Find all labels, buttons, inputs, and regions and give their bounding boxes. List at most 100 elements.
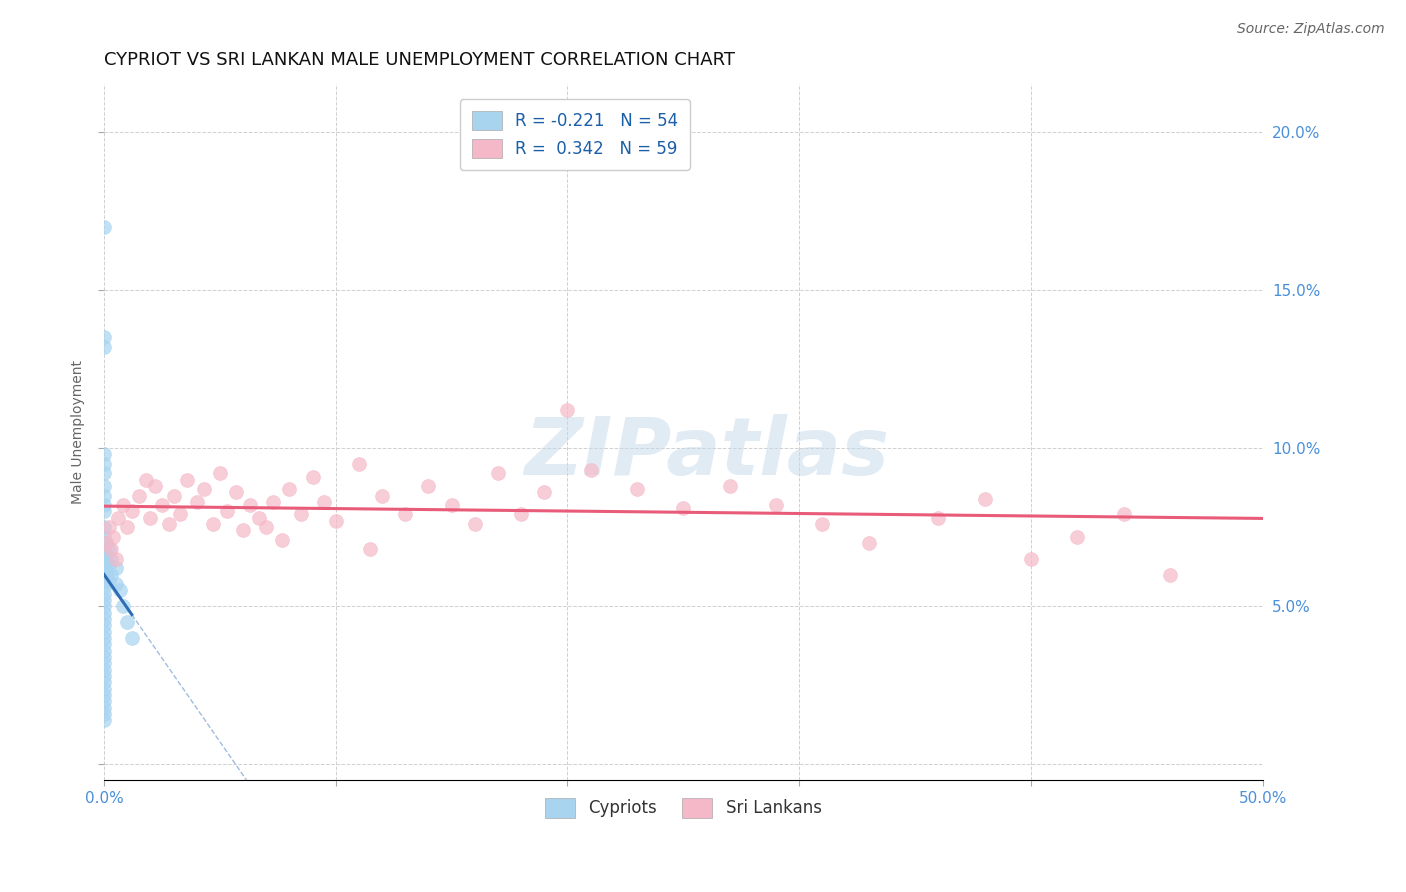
Point <box>135 473 157 487</box>
Point <box>93 618 115 632</box>
Point <box>104 561 127 575</box>
Point <box>93 498 115 512</box>
Point <box>394 508 416 522</box>
Point <box>93 637 115 651</box>
Text: Source: ZipAtlas.com: Source: ZipAtlas.com <box>1237 22 1385 37</box>
Point <box>139 510 162 524</box>
Point <box>215 504 238 518</box>
Point <box>93 606 115 620</box>
Point <box>96 567 118 582</box>
Point <box>1112 508 1135 522</box>
Point <box>93 542 115 557</box>
Point <box>186 495 208 509</box>
Point <box>765 498 787 512</box>
Point <box>169 508 191 522</box>
Point <box>93 624 115 639</box>
Point <box>93 643 115 657</box>
Point <box>111 498 134 512</box>
Point <box>97 574 120 588</box>
Point <box>262 495 284 509</box>
Point <box>115 520 138 534</box>
Point <box>232 524 254 538</box>
Point <box>93 488 115 502</box>
Point <box>93 536 115 550</box>
Point <box>93 558 115 573</box>
Point <box>121 504 143 518</box>
Point <box>464 516 486 531</box>
Point <box>440 498 463 512</box>
Point <box>93 530 115 544</box>
Point <box>278 482 301 496</box>
Point <box>325 514 347 528</box>
Point <box>579 463 602 477</box>
Point <box>225 485 247 500</box>
Point <box>93 586 115 600</box>
Y-axis label: Male Unemployment: Male Unemployment <box>72 360 86 504</box>
Point <box>93 330 115 344</box>
Point <box>93 504 115 518</box>
Point <box>93 649 115 664</box>
Point <box>93 688 115 702</box>
Point <box>93 340 115 354</box>
Point <box>359 542 381 557</box>
Point <box>193 482 215 496</box>
Point <box>93 663 115 677</box>
Point <box>93 612 115 626</box>
Point <box>93 669 115 683</box>
Text: CYPRIOT VS SRI LANKAN MALE UNEMPLOYMENT CORRELATION CHART: CYPRIOT VS SRI LANKAN MALE UNEMPLOYMENT … <box>104 51 735 69</box>
Point <box>93 675 115 690</box>
Point <box>811 516 834 531</box>
Point <box>121 631 143 645</box>
Point <box>93 565 115 579</box>
Point <box>247 510 270 524</box>
Point <box>143 479 166 493</box>
Point <box>93 593 115 607</box>
Point <box>208 467 231 481</box>
Point <box>533 485 555 500</box>
Point <box>271 533 294 547</box>
Point <box>93 657 115 671</box>
Point <box>347 457 370 471</box>
Point <box>150 498 173 512</box>
Point <box>93 479 115 493</box>
Point <box>176 473 198 487</box>
Point <box>128 488 150 502</box>
Point <box>927 510 949 524</box>
Point <box>107 510 129 524</box>
Point <box>97 520 120 534</box>
Point <box>93 447 115 461</box>
Point <box>93 551 115 566</box>
Point <box>371 488 394 502</box>
Point <box>314 495 336 509</box>
Point <box>93 467 115 481</box>
Text: ZIPatlas: ZIPatlas <box>524 414 889 492</box>
Point <box>301 469 323 483</box>
Point <box>93 574 115 588</box>
Point <box>93 520 115 534</box>
Point <box>239 498 262 512</box>
Point <box>1066 530 1088 544</box>
Point <box>93 713 115 727</box>
Point <box>1019 551 1042 566</box>
Point <box>486 467 509 481</box>
Point <box>162 488 184 502</box>
Point <box>108 583 131 598</box>
Point <box>973 491 995 506</box>
Point <box>96 536 118 550</box>
Point <box>157 516 180 531</box>
Point <box>100 551 122 566</box>
Point <box>104 551 127 566</box>
Point <box>96 536 118 550</box>
Point <box>93 580 115 594</box>
Point <box>858 536 880 550</box>
Point <box>96 551 118 566</box>
Point <box>718 479 741 493</box>
Point <box>93 706 115 721</box>
Point <box>103 530 125 544</box>
Point <box>115 615 138 629</box>
Point <box>93 694 115 708</box>
Point <box>100 542 122 557</box>
Point <box>97 558 120 573</box>
Point <box>93 599 115 614</box>
Point <box>290 508 312 522</box>
